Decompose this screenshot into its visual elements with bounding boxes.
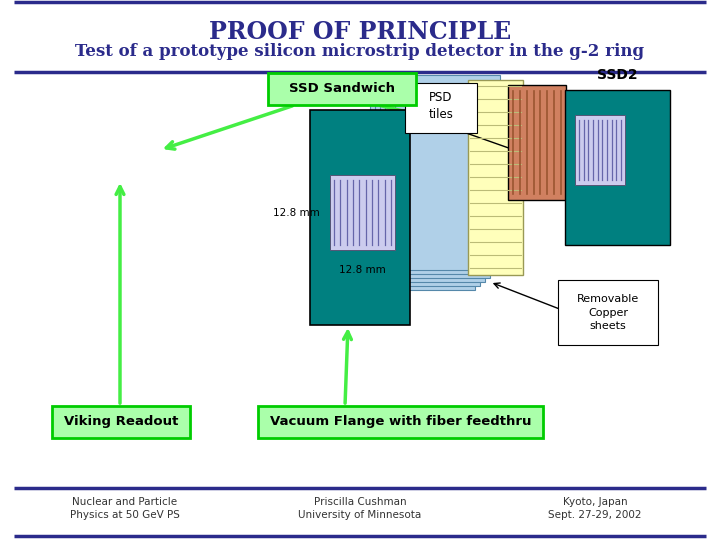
Text: SSD1: SSD1 (340, 91, 380, 105)
Text: Kyoto, Japan
Sept. 27-29, 2002: Kyoto, Japan Sept. 27-29, 2002 (548, 497, 642, 520)
Bar (370, 95, 475, 290)
Text: PSD
tiles: PSD tiles (428, 91, 454, 121)
Text: PROOF OF PRINCIPLE: PROOF OF PRINCIPLE (209, 20, 511, 44)
Text: SSD2: SSD2 (597, 68, 637, 82)
Bar (565, 90, 670, 245)
Bar (375, 91, 480, 286)
Bar (558, 280, 658, 345)
Bar (405, 83, 477, 133)
Text: 12.8 mm: 12.8 mm (339, 265, 386, 275)
Bar (390, 79, 495, 274)
Text: SSD Sandwich: SSD Sandwich (289, 83, 395, 96)
Bar (380, 87, 485, 282)
Bar (575, 115, 625, 185)
Bar (395, 75, 500, 270)
Bar (310, 110, 410, 325)
Text: Priscilla Cushman
University of Minnesota: Priscilla Cushman University of Minnesot… (298, 497, 422, 520)
Bar (468, 80, 523, 275)
Text: 12.8 mm: 12.8 mm (274, 207, 320, 218)
Bar (385, 83, 490, 278)
Text: Nuclear and Particle
Physics at 50 GeV PS: Nuclear and Particle Physics at 50 GeV P… (70, 497, 180, 520)
Bar (258, 406, 543, 438)
Bar (508, 85, 566, 200)
Bar (268, 73, 416, 105)
Text: Viking Readout: Viking Readout (64, 415, 178, 429)
Bar (330, 175, 395, 250)
Bar (52, 406, 190, 438)
Text: Vacuum Flange with fiber feedthru: Vacuum Flange with fiber feedthru (270, 415, 531, 429)
Text: Test of a prototype silicon microstrip detector in the g-2 ring: Test of a prototype silicon microstrip d… (76, 43, 644, 60)
Text: Removable
Copper
sheets: Removable Copper sheets (577, 294, 639, 330)
